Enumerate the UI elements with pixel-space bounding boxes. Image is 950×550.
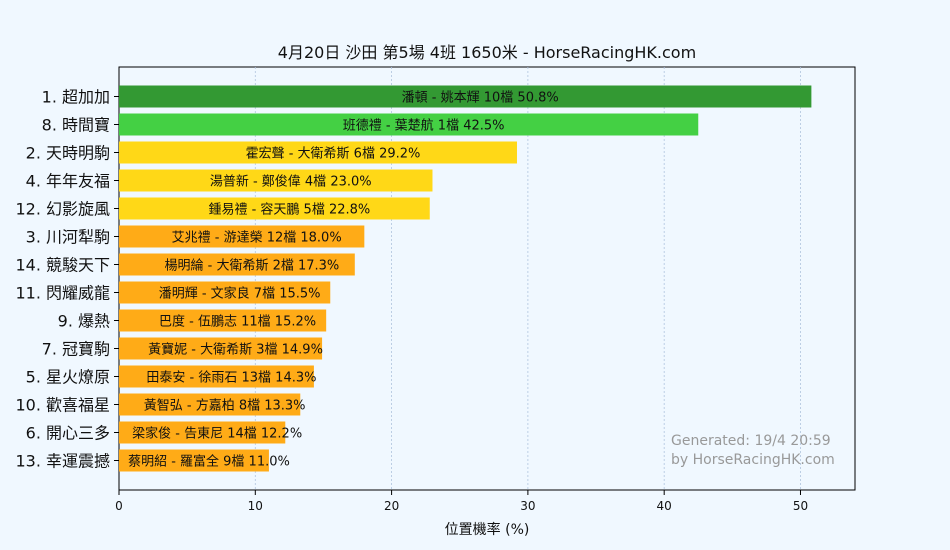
bar-data-label: 黃智弘 - 方嘉柏 8檔 13.3% (144, 398, 306, 414)
bar (119, 421, 286, 444)
x-tick-label: 10 (248, 499, 263, 513)
bar-data-label: 鍾易禮 - 容天鵬 5檔 22.8% (208, 202, 370, 218)
bar-data-label: 田泰安 - 徐雨石 13檔 14.3% (146, 371, 316, 386)
x-tick-label: 50 (793, 499, 808, 513)
watermark-generated: Generated: 19/4 20:59 (671, 433, 831, 449)
bar-data-label: 巴度 - 伍鵬志 11檔 15.2% (159, 314, 316, 330)
bar (119, 253, 355, 276)
bar-data-label: 湯普新 - 鄭俊偉 4檔 23.0% (210, 174, 372, 190)
x-tick-label: 30 (520, 499, 535, 513)
bar (119, 337, 323, 360)
x-axis-label: 位置機率 (%) (445, 521, 530, 538)
x-tick-label: 40 (657, 499, 672, 513)
bar (119, 169, 433, 192)
grid (254, 67, 801, 490)
watermark-site: by HorseRacingHK.com (671, 452, 835, 468)
bar-data-label: 黃寶妮 - 大衛希斯 3檔 14.9% (148, 342, 323, 358)
bars: 潘頓 - 姚本輝 10檔 50.8% 班德禮 - 葉楚航 1檔 42.5% 霍宏聲 … (119, 85, 812, 472)
bar-data-label: 梁家俊 - 告東尼 14檔 12.2% (132, 426, 302, 442)
category-label: 3. 川河犁駒 (26, 228, 110, 247)
bar (119, 393, 301, 416)
bar (119, 113, 699, 136)
bar (119, 141, 517, 164)
category-label: 7. 冠寶駒 (42, 340, 110, 359)
category-label: 4. 年年友福 (26, 172, 110, 191)
category-label: 12. 幻影旋風 (15, 200, 110, 219)
bar (119, 309, 327, 332)
bar-data-label: 潘明輝 - 文家良 7檔 15.5% (159, 286, 321, 302)
category-label: 11. 閃耀威龍 (15, 284, 110, 303)
x-axis: 0 10 20 30 40 50 (115, 490, 808, 513)
bar-data-label: 班德禮 - 葉楚航 1檔 42.5% (343, 118, 505, 134)
category-label: 5. 星火燎原 (26, 368, 110, 387)
category-label: 1. 超加加 (42, 88, 110, 107)
category-label: 8. 時間寶 (42, 116, 110, 135)
bar-data-label: 潘頓 - 姚本輝 10檔 50.8% (402, 91, 559, 106)
bar (119, 197, 430, 220)
bar-data-label: 霍宏聲 - 大衛希斯 6檔 29.2% (246, 146, 421, 162)
category-label: 2. 天時明駒 (26, 144, 110, 163)
category-label: 14. 競駿天下 (15, 256, 110, 275)
category-label: 10. 歡喜福星 (15, 396, 110, 415)
category-label: 9. 爆熱 (58, 312, 110, 331)
bar (119, 225, 365, 248)
category-labels: 1. 超加加 8. 時間寶 2. 天時明駒 4. 年年友福 12. 幻影旋風 3. 川河犁… (15, 88, 119, 471)
bar (119, 449, 269, 472)
bar (119, 281, 331, 304)
bar-data-label: 楊明綸 - 大衛希斯 2檔 17.3% (164, 258, 339, 274)
bar-data-label: 艾兆禮 - 游達榮 12檔 18.0% (172, 231, 342, 246)
category-label: 6. 開心三多 (26, 424, 110, 443)
bar-data-label: 蔡明紹 - 羅富全 9檔 11.0% (128, 454, 290, 470)
bar (119, 365, 314, 388)
x-tick-label: 0 (115, 499, 123, 513)
category-label: 13. 幸運震撼 (15, 452, 110, 471)
bar (119, 85, 812, 108)
plot-area (118, 66, 856, 491)
chart-title: 4月20日 沙田 第5場 4班 1650米 - HorseRacingHK.co… (278, 43, 696, 62)
x-tick-label: 20 (384, 499, 399, 513)
